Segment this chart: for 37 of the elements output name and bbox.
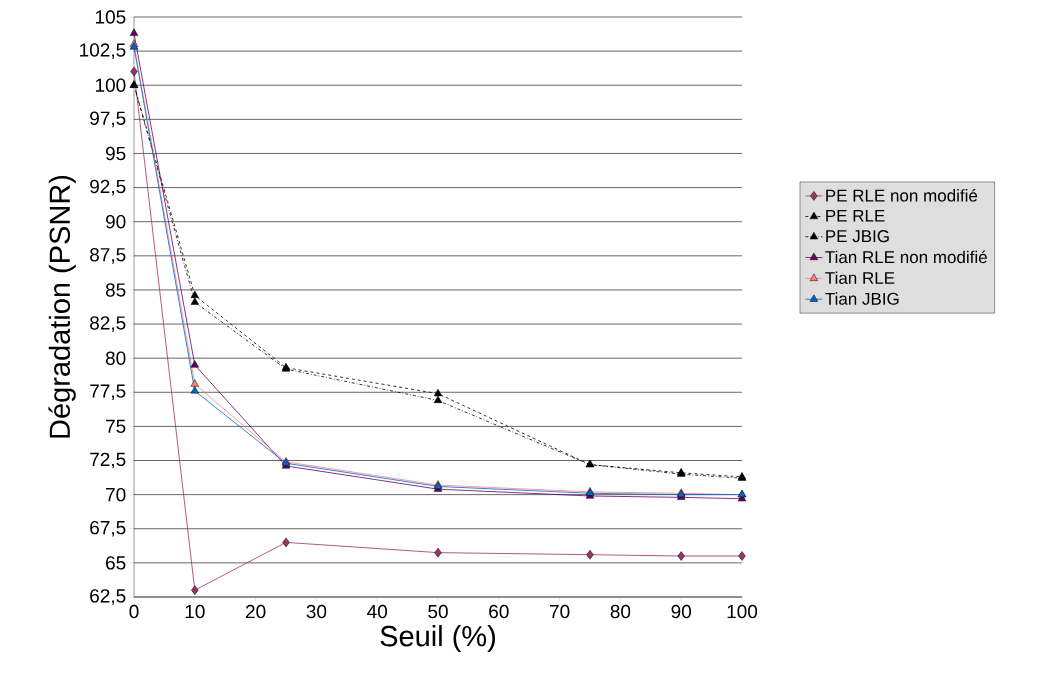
y-tick-label: 62,5 bbox=[90, 589, 126, 605]
y-tick-label: 102,5 bbox=[80, 43, 126, 59]
legend-label: PE RLE bbox=[826, 209, 885, 222]
x-tick-label: 60 bbox=[489, 604, 509, 619]
y-tick-label: 100 bbox=[95, 78, 126, 92]
x-axis-title: Seuil (%) bbox=[380, 625, 495, 653]
y-tick-label: 82,5 bbox=[90, 316, 126, 332]
legend-label: PE RLE non modifié bbox=[826, 188, 978, 202]
legend-label: PE JBIG bbox=[826, 230, 889, 243]
y-tick-label: 97,5 bbox=[90, 111, 126, 128]
y-tick-label: 67,5 bbox=[90, 520, 126, 537]
y-tick-label: 87,5 bbox=[90, 247, 126, 264]
y-tick-label: 85 bbox=[105, 283, 126, 297]
x-tick-label: 50 bbox=[428, 604, 448, 619]
y-tick-label: 90 bbox=[105, 214, 126, 229]
y-tick-label: 80 bbox=[105, 351, 126, 365]
y-tick-label: 72,5 bbox=[90, 452, 126, 469]
y-tick-label: 92,5 bbox=[90, 179, 126, 196]
x-tick-label: 0 bbox=[129, 604, 139, 619]
x-tick-label: 30 bbox=[306, 604, 327, 619]
y-tick-label: 75 bbox=[106, 419, 126, 434]
y-tick-label: 70 bbox=[106, 487, 126, 502]
x-tick-label: 90 bbox=[671, 604, 692, 619]
legend-label: Tian JBIG bbox=[825, 292, 899, 305]
x-tick-label: 70 bbox=[550, 604, 570, 619]
legend-label: Tian RLE bbox=[825, 271, 895, 284]
x-tick-label: 20 bbox=[246, 604, 266, 619]
y-tick-label: 65 bbox=[106, 556, 126, 570]
x-tick-label: 100 bbox=[727, 604, 758, 619]
y-tick-label: 95 bbox=[105, 146, 126, 161]
y-tick-label: 105 bbox=[95, 10, 126, 24]
legend-label: Tian RLE non modifié bbox=[825, 250, 987, 264]
y-tick-label: 77,5 bbox=[90, 384, 126, 401]
x-tick-label: 40 bbox=[367, 604, 388, 619]
x-tick-label: 10 bbox=[185, 604, 205, 619]
y-axis-title: Dégradation (PSNR) bbox=[48, 175, 76, 438]
x-tick-label: 80 bbox=[610, 604, 631, 619]
